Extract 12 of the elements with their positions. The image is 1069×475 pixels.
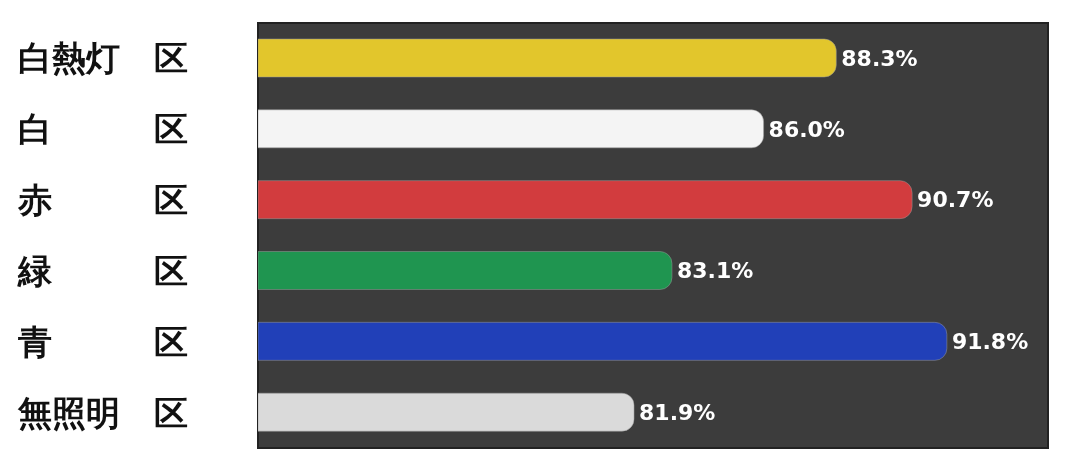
y-tick-label: 緑 区 bbox=[17, 250, 188, 291]
y-tick-label: 赤 区 bbox=[17, 180, 188, 221]
y-tick-label: 無照明 区 bbox=[17, 392, 188, 433]
data-label: 91.8% bbox=[951, 329, 1029, 355]
data-label: 90.7% bbox=[917, 187, 994, 213]
y-tick-label: 白 区 bbox=[18, 109, 188, 150]
data-label: 86.0% bbox=[768, 116, 845, 142]
data-label: 81.9% bbox=[639, 399, 716, 425]
data-label: 88.3% bbox=[841, 45, 918, 71]
y-tick-label: 青 区 bbox=[17, 321, 188, 362]
data-label: 83.1% bbox=[676, 258, 754, 284]
y-tick-label: 白熱灯 区 bbox=[18, 38, 188, 79]
